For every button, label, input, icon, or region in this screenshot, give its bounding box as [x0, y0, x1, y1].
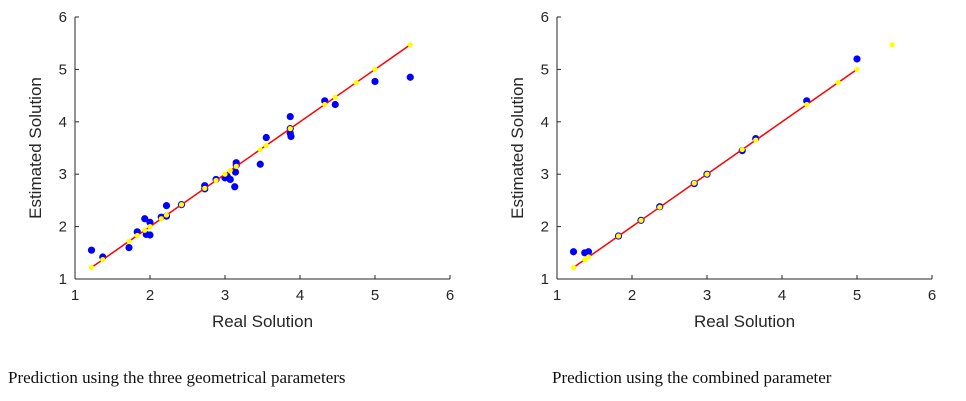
data-point-yellow: [638, 217, 644, 223]
x-tick-label: 4: [296, 287, 304, 304]
data-point-yellow: [222, 171, 228, 177]
y-tick-label: 2: [59, 219, 67, 236]
data-point-yellow: [835, 79, 841, 86]
y-tick-label: 1: [59, 271, 67, 288]
x-tick-label: 4: [778, 287, 786, 304]
y-tick-label: 6: [59, 9, 67, 26]
data-point-yellow: [753, 137, 759, 143]
data-point-blue: [141, 215, 149, 223]
data-point-blue: [231, 183, 239, 191]
data-point-yellow: [691, 180, 697, 186]
y-axis-label: Estimated Solution: [26, 77, 45, 219]
data-point-yellow: [889, 42, 895, 48]
data-point-blue: [231, 168, 240, 176]
data-point-yellow: [163, 212, 170, 218]
x-tick-label: 3: [703, 287, 711, 304]
chart-2: 1 2 3 4 5 6 1 2 3 4 5 6 Real Solution Estimated Solut…: [508, 9, 936, 331]
data-point-blue: [371, 77, 379, 86]
x-axis-label: Real Solution: [694, 312, 795, 331]
data-point-yellow: [227, 167, 233, 174]
data-point-blue: [286, 112, 294, 121]
data-point-yellow: [158, 216, 164, 222]
y-tick-label: 2: [541, 219, 549, 236]
data-point-yellow: [257, 146, 263, 153]
data-point-blue: [226, 175, 234, 184]
data-point-blue: [146, 231, 154, 239]
data-point-yellow: [804, 101, 810, 108]
data-point-blue: [146, 218, 154, 227]
data-point-yellow: [657, 204, 663, 210]
y-axis-label: Estimated Solution: [508, 77, 527, 219]
data-point-yellow: [407, 42, 413, 48]
data-point-yellow: [147, 224, 153, 230]
data-point-blue: [584, 248, 593, 256]
x-axis-label: Real Solution: [212, 312, 313, 331]
y-tick-label: 4: [59, 114, 67, 131]
chart-1: 1 2 3 4 5 6 1 2 3 4 5 6 Real Solution Estimated Solut…: [26, 9, 454, 331]
data-point-yellow: [372, 66, 378, 72]
data-point-blue: [331, 100, 339, 109]
y-tick-label: 5: [59, 61, 67, 78]
data-point-yellow: [134, 232, 140, 239]
caption-left: Prediction using the three geometrical p…: [8, 368, 346, 387]
data-point-yellow: [582, 257, 588, 263]
data-point-blue: [256, 160, 264, 168]
y-tick-label: 5: [541, 61, 549, 78]
x-tick-label: 5: [853, 287, 861, 304]
data-point-yellow: [615, 233, 622, 239]
data-point-blue: [125, 243, 133, 252]
data-point-yellow: [322, 101, 328, 108]
data-point-yellow: [142, 227, 148, 233]
data-point-yellow: [570, 264, 577, 271]
data-point-yellow: [88, 264, 95, 271]
data-point-yellow: [287, 126, 293, 132]
data-point-blue: [406, 73, 414, 81]
data-point-yellow: [126, 238, 132, 244]
x-tick-label: 6: [928, 287, 936, 304]
x-tick-label: 5: [371, 287, 379, 304]
data-point-blue: [162, 202, 171, 210]
data-point-yellow: [178, 201, 185, 208]
data-point-blue: [853, 55, 861, 63]
x-tick-label: 2: [628, 287, 636, 304]
data-point-blue: [287, 132, 295, 141]
data-point-blue: [87, 246, 96, 254]
x-tick-label: 2: [146, 287, 154, 304]
data-point-yellow: [739, 146, 745, 153]
data-point-yellow: [213, 177, 219, 184]
data-point-yellow: [854, 66, 860, 72]
data-point-yellow: [263, 142, 269, 148]
y-tick-label: 6: [541, 9, 549, 26]
fit-line: [573, 68, 858, 269]
caption-right: Prediction using the combined parameter: [552, 368, 832, 387]
data-point-yellow: [585, 254, 592, 260]
data-point-yellow: [233, 163, 239, 169]
data-point-blue: [262, 133, 270, 142]
x-tick-label: 1: [553, 287, 561, 304]
data-point-blue: [569, 248, 578, 256]
data-point-yellow: [100, 257, 106, 263]
x-tick-label: 3: [221, 287, 229, 304]
x-tick-label: 6: [446, 287, 454, 304]
data-point-yellow: [332, 94, 338, 100]
data-point-yellow: [202, 185, 208, 191]
x-tick-label: 1: [71, 287, 79, 304]
data-point-yellow: [353, 79, 359, 86]
y-tick-label: 1: [541, 271, 549, 288]
y-tick-label: 3: [541, 166, 549, 183]
data-point-yellow: [704, 171, 710, 177]
y-tick-label: 4: [541, 114, 549, 131]
y-tick-label: 3: [59, 166, 67, 183]
